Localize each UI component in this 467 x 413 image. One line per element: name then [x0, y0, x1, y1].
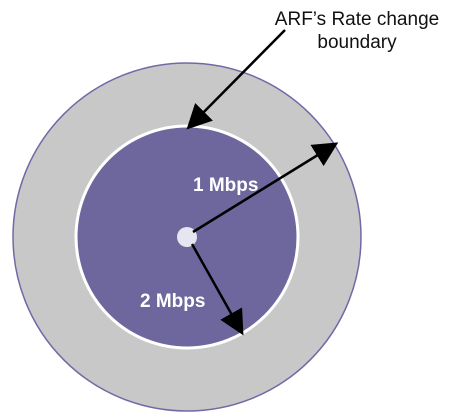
outer-rate-label: 2 Mbps: [140, 291, 206, 312]
access-point-dot: [177, 227, 197, 247]
inner-radius-arrow: [190, 243, 244, 336]
boundary-caption-line2: boundary: [317, 32, 397, 53]
inner-rate-label: 1 Mbps: [193, 175, 259, 196]
boundary-caption: ARF’s Rate change boundary: [262, 8, 452, 54]
outer-radius-arrow: [192, 142, 339, 234]
boundary-caption-line1: ARF’s Rate change: [274, 9, 440, 30]
boundary-pointer-arrow: [186, 29, 286, 130]
